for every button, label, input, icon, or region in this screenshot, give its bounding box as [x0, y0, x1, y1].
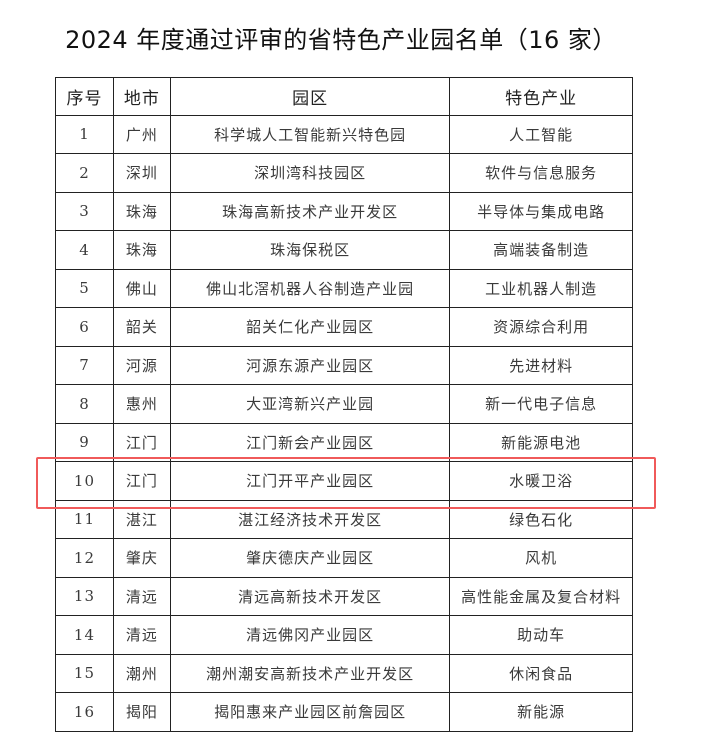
cell-park: 河源东源产业园区	[169, 345, 451, 385]
cell-park: 珠海高新技术产业开发区	[169, 191, 451, 231]
cell-industry: 新一代电子信息	[449, 384, 633, 424]
table-row: 13 清远 清远高新技术开发区 高性能金属及复合材料	[55, 576, 633, 616]
header-city: 地市	[112, 77, 171, 116]
table-row: 11 湛江 湛江经济技术开发区 绿色石化	[55, 499, 633, 539]
cell-index: 10	[55, 461, 114, 501]
table-row: 3 珠海 珠海高新技术产业开发区 半导体与集成电路	[55, 191, 633, 231]
cell-index: 13	[55, 576, 114, 616]
cell-industry: 工业机器人制造	[449, 268, 633, 308]
cell-city: 肇庆	[112, 538, 171, 578]
cell-industry: 水暖卫浴	[449, 461, 633, 501]
cell-park: 佛山北滘机器人谷制造产业园	[169, 268, 451, 308]
cell-index: 12	[55, 538, 114, 578]
cell-park: 潮州潮安高新技术产业开发区	[169, 653, 451, 693]
park-list-table: 序号 地市 园区 特色产业 1 广州 科学城人工智能新兴特色园 人工智能 2 深圳 深圳湾科…	[55, 77, 633, 732]
cell-city: 广州	[112, 114, 171, 154]
cell-industry: 资源综合利用	[449, 307, 633, 347]
cell-industry: 新能源电池	[449, 422, 633, 462]
cell-park: 科学城人工智能新兴特色园	[169, 114, 451, 154]
cell-city: 珠海	[112, 191, 171, 231]
cell-index: 8	[55, 384, 114, 424]
cell-industry: 绿色石化	[449, 499, 633, 539]
cell-industry: 高性能金属及复合材料	[449, 576, 633, 616]
cell-industry: 休闲食品	[449, 653, 633, 693]
table-header-row: 序号 地市 园区 特色产业	[55, 77, 633, 116]
header-index: 序号	[55, 77, 114, 116]
cell-industry: 新能源	[449, 692, 633, 732]
cell-city: 清远	[112, 615, 171, 655]
cell-industry: 风机	[449, 538, 633, 578]
table-row: 10 江门 江门开平产业园区 水暖卫浴	[55, 461, 633, 501]
cell-city: 江门	[112, 461, 171, 501]
table-row: 4 珠海 珠海保税区 高端装备制造	[55, 230, 633, 270]
cell-park: 湛江经济技术开发区	[169, 499, 451, 539]
cell-city: 清远	[112, 576, 171, 616]
cell-park: 揭阳惠来产业园区前詹园区	[169, 692, 451, 732]
cell-index: 9	[55, 422, 114, 462]
cell-index: 7	[55, 345, 114, 385]
table-row: 7 河源 河源东源产业园区 先进材料	[55, 345, 633, 385]
cell-city: 揭阳	[112, 692, 171, 732]
cell-industry: 半导体与集成电路	[449, 191, 633, 231]
table-row: 16 揭阳 揭阳惠来产业园区前詹园区 新能源	[55, 692, 633, 732]
table-row: 12 肇庆 肇庆德庆产业园区 风机	[55, 538, 633, 578]
cell-index: 5	[55, 268, 114, 308]
page-title: 2024 年度通过评审的省特色产业园名单（16 家）	[65, 26, 617, 54]
table-row: 2 深圳 深圳湾科技园区 软件与信息服务	[55, 153, 633, 193]
cell-city: 惠州	[112, 384, 171, 424]
cell-city: 潮州	[112, 653, 171, 693]
header-industry: 特色产业	[449, 77, 633, 116]
cell-city: 深圳	[112, 153, 171, 193]
table-row: 14 清远 清远佛冈产业园区 助动车	[55, 615, 633, 655]
table-row: 1 广州 科学城人工智能新兴特色园 人工智能	[55, 114, 633, 154]
cell-park: 肇庆德庆产业园区	[169, 538, 451, 578]
cell-park: 大亚湾新兴产业园	[169, 384, 451, 424]
cell-industry: 高端装备制造	[449, 230, 633, 270]
cell-park: 清远高新技术开发区	[169, 576, 451, 616]
cell-city: 珠海	[112, 230, 171, 270]
cell-index: 14	[55, 615, 114, 655]
table-row: 5 佛山 佛山北滘机器人谷制造产业园 工业机器人制造	[55, 268, 633, 308]
cell-city: 韶关	[112, 307, 171, 347]
cell-industry: 先进材料	[449, 345, 633, 385]
cell-index: 16	[55, 692, 114, 732]
highlight-box	[36, 457, 656, 509]
cell-park: 江门新会产业园区	[169, 422, 451, 462]
cell-city: 江门	[112, 422, 171, 462]
table-row: 9 江门 江门新会产业园区 新能源电池	[55, 422, 633, 462]
cell-index: 2	[55, 153, 114, 193]
cell-index: 1	[55, 114, 114, 154]
cell-industry: 软件与信息服务	[449, 153, 633, 193]
cell-park: 韶关仁化产业园区	[169, 307, 451, 347]
table-row: 6 韶关 韶关仁化产业园区 资源综合利用	[55, 307, 633, 347]
header-park: 园区	[169, 77, 451, 116]
table-row: 15 潮州 潮州潮安高新技术产业开发区 休闲食品	[55, 653, 633, 693]
cell-city: 佛山	[112, 268, 171, 308]
cell-index: 4	[55, 230, 114, 270]
cell-index: 6	[55, 307, 114, 347]
cell-industry: 助动车	[449, 615, 633, 655]
cell-index: 3	[55, 191, 114, 231]
cell-industry: 人工智能	[449, 114, 633, 154]
cell-index: 15	[55, 653, 114, 693]
table-row: 8 惠州 大亚湾新兴产业园 新一代电子信息	[55, 384, 633, 424]
cell-park: 深圳湾科技园区	[169, 153, 451, 193]
cell-park: 珠海保税区	[169, 230, 451, 270]
cell-city: 河源	[112, 345, 171, 385]
cell-index: 11	[55, 499, 114, 539]
cell-park: 清远佛冈产业园区	[169, 615, 451, 655]
